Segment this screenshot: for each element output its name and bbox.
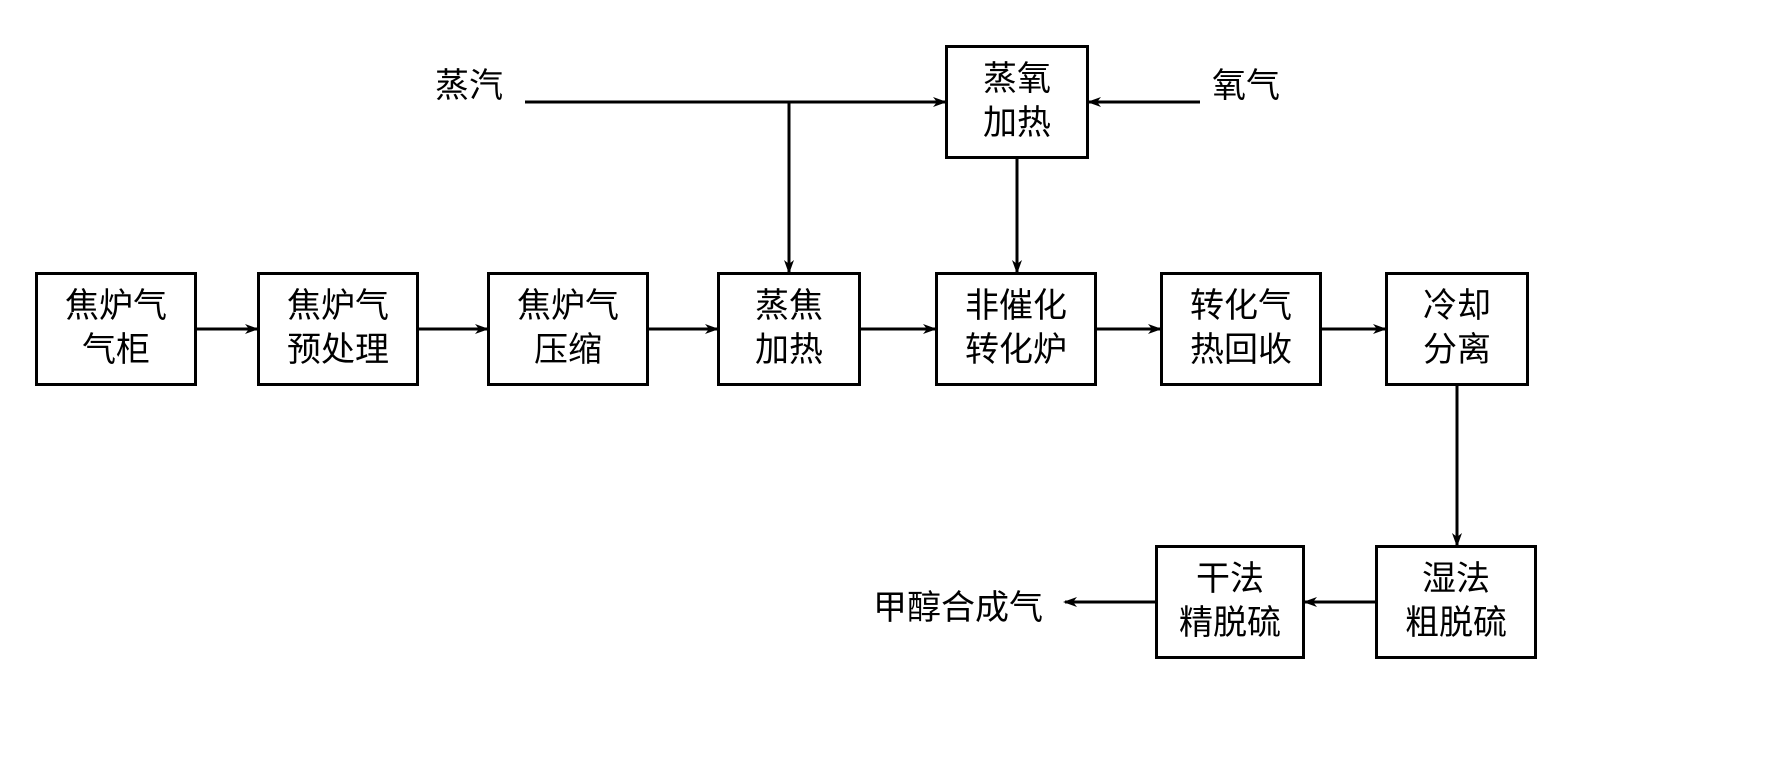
node-gasholder: 焦炉气 气柜: [35, 272, 197, 386]
node-line2: 分离: [1423, 329, 1491, 373]
node-line2: 压缩: [534, 329, 602, 373]
node-pretreat: 焦炉气 预处理: [257, 272, 419, 386]
node-line2: 预处理: [287, 329, 389, 373]
node-line1: 湿法: [1422, 558, 1490, 602]
label-methanol: 甲醇合成气: [873, 580, 1043, 629]
node-reformer: 非催化 转化炉: [935, 272, 1097, 386]
node-line1: 焦炉气: [517, 285, 619, 329]
node-compress: 焦炉气 压缩: [487, 272, 649, 386]
node-line2: 加热: [755, 329, 823, 373]
node-wetdesulf: 湿法 粗脱硫: [1375, 545, 1537, 659]
node-line1: 干法: [1196, 558, 1264, 602]
label-steam: 蒸汽: [435, 58, 503, 107]
node-cooling: 冷却 分离: [1385, 272, 1529, 386]
node-line1: 蒸氧: [983, 58, 1051, 102]
label-oxygen: 氧气: [1212, 58, 1280, 107]
node-steamcoke: 蒸焦 加热: [717, 272, 861, 386]
node-line1: 非催化: [965, 285, 1067, 329]
node-heatrecov: 转化气 热回收: [1160, 272, 1322, 386]
node-line2: 粗脱硫: [1405, 602, 1507, 646]
node-line1: 蒸焦: [755, 285, 823, 329]
node-line1: 转化气: [1190, 285, 1292, 329]
node-line2: 精脱硫: [1179, 602, 1281, 646]
node-line1: 冷却: [1423, 285, 1491, 329]
node-line2: 气柜: [82, 329, 150, 373]
node-line2: 加热: [983, 102, 1051, 146]
node-line1: 焦炉气: [287, 285, 389, 329]
node-line2: 热回收: [1190, 329, 1292, 373]
node-drydesulf: 干法 精脱硫: [1155, 545, 1305, 659]
node-line1: 焦炉气: [65, 285, 167, 329]
node-line2: 转化炉: [965, 329, 1067, 373]
node-steamox: 蒸氧 加热: [945, 45, 1089, 159]
